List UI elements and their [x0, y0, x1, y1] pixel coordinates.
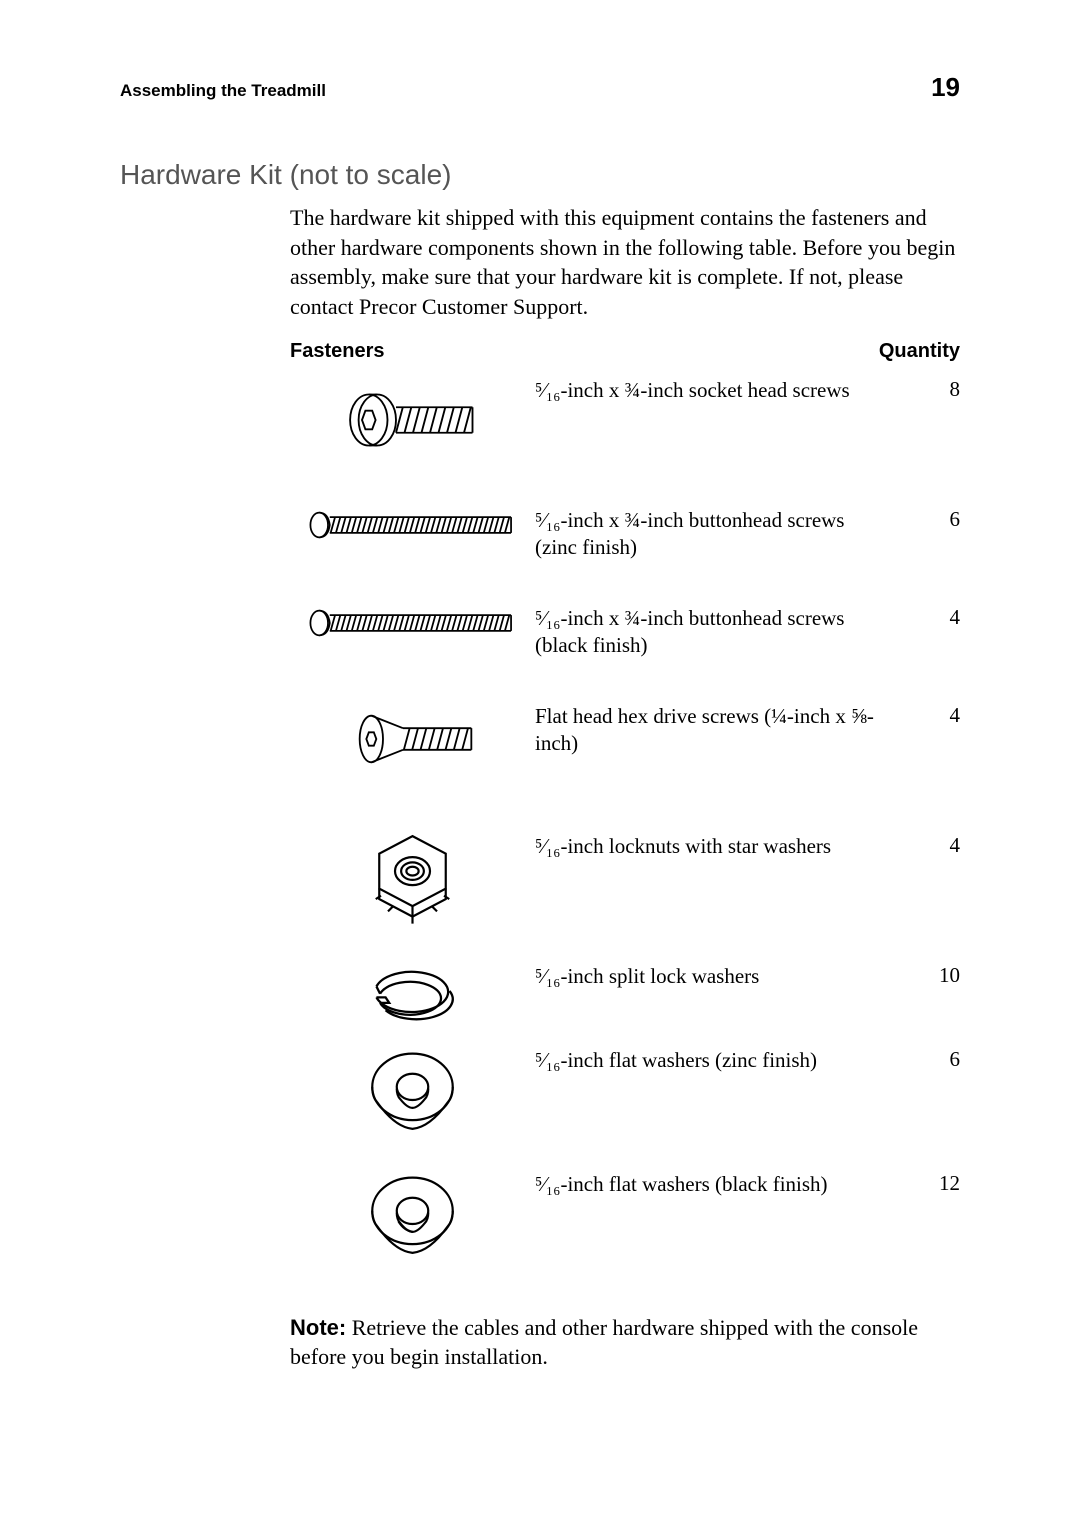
- fastener-description: ⁵⁄₁₆-inch x ¾-inch buttonhead screws (zi…: [535, 503, 900, 562]
- fastener-illustration: [290, 1043, 535, 1143]
- fastener-description: ⁵⁄₁₆-inch flat washers (black finish): [535, 1167, 900, 1198]
- flathead-screw-icon: [338, 699, 488, 779]
- fastener-quantity: 6: [900, 1043, 960, 1072]
- split-washer-icon: [358, 959, 468, 1023]
- fastener-illustration: [290, 699, 535, 779]
- table-row: ⁵⁄₁₆-inch locknuts with star washers4: [290, 829, 960, 953]
- flat-washer-black-icon: [360, 1167, 465, 1267]
- fastener-illustration: [290, 601, 535, 645]
- running-head: Assembling the Treadmill: [120, 81, 326, 101]
- buttonhead-screw-long-icon: [295, 503, 530, 547]
- table-row: ⁵⁄₁₆-inch flat washers (black finish)12: [290, 1167, 960, 1285]
- fastener-description: Flat head hex drive screws (¼-inch x ⅝-i…: [535, 699, 900, 758]
- fastener-description: ⁵⁄₁₆-inch split lock washers: [535, 959, 900, 990]
- note-body: Retrieve the cables and other hardware s…: [290, 1315, 918, 1370]
- fastener-quantity: 4: [900, 829, 960, 858]
- fastener-illustration: [290, 829, 535, 929]
- buttonhead-screw-long-icon: [295, 601, 530, 645]
- table-header-row: Fasteners Quantity: [290, 340, 960, 363]
- page-number: 19: [931, 72, 960, 103]
- footnote: Note: Retrieve the cables and other hard…: [290, 1313, 960, 1372]
- intro-paragraph: The hardware kit shipped with this equip…: [290, 203, 960, 322]
- fastener-illustration: [290, 1167, 535, 1267]
- fastener-description: ⁵⁄₁₆-inch flat washers (zinc finish): [535, 1043, 900, 1074]
- table-row: Flat head hex drive screws (¼-inch x ⅝-i…: [290, 699, 960, 823]
- fastener-quantity: 12: [900, 1167, 960, 1196]
- fastener-illustration: [290, 503, 535, 547]
- fastener-description: ⁵⁄₁₆-inch locknuts with star washers: [535, 829, 900, 860]
- table-row: ⁵⁄₁₆-inch split lock washers10: [290, 959, 960, 1037]
- table-row: ⁵⁄₁₆-inch x ¾-inch buttonhead screws (bl…: [290, 601, 960, 693]
- page-header: Assembling the Treadmill 19: [120, 72, 960, 103]
- fastener-quantity: 4: [900, 699, 960, 728]
- note-label: Note:: [290, 1315, 346, 1340]
- section-title: Hardware Kit (not to scale): [120, 159, 960, 191]
- fastener-illustration: [290, 959, 535, 1023]
- fastener-description: ⁵⁄₁₆-inch x ¾-inch buttonhead screws (bl…: [535, 601, 900, 660]
- fastener-illustration: [290, 373, 535, 467]
- th-quantity: Quantity: [879, 340, 960, 363]
- fastener-quantity: 4: [900, 601, 960, 630]
- table-row: ⁵⁄₁₆-inch x ¾-inch socket head screws8: [290, 373, 960, 497]
- fastener-description: ⁵⁄₁₆-inch x ¾-inch socket head screws: [535, 373, 900, 404]
- socket-head-screw-icon: [328, 373, 498, 467]
- fastener-quantity: 6: [900, 503, 960, 532]
- fastener-quantity: 8: [900, 373, 960, 402]
- fastener-table: Fasteners Quantity ⁵⁄₁₆-inch x ¾-inch so…: [290, 340, 960, 1285]
- locknut-icon: [360, 829, 465, 929]
- table-row: ⁵⁄₁₆-inch flat washers (zinc finish)6: [290, 1043, 960, 1161]
- table-row: ⁵⁄₁₆-inch x ¾-inch buttonhead screws (zi…: [290, 503, 960, 595]
- th-fasteners: Fasteners: [290, 340, 385, 363]
- fastener-quantity: 10: [900, 959, 960, 988]
- flat-washer-zinc-icon: [360, 1043, 465, 1143]
